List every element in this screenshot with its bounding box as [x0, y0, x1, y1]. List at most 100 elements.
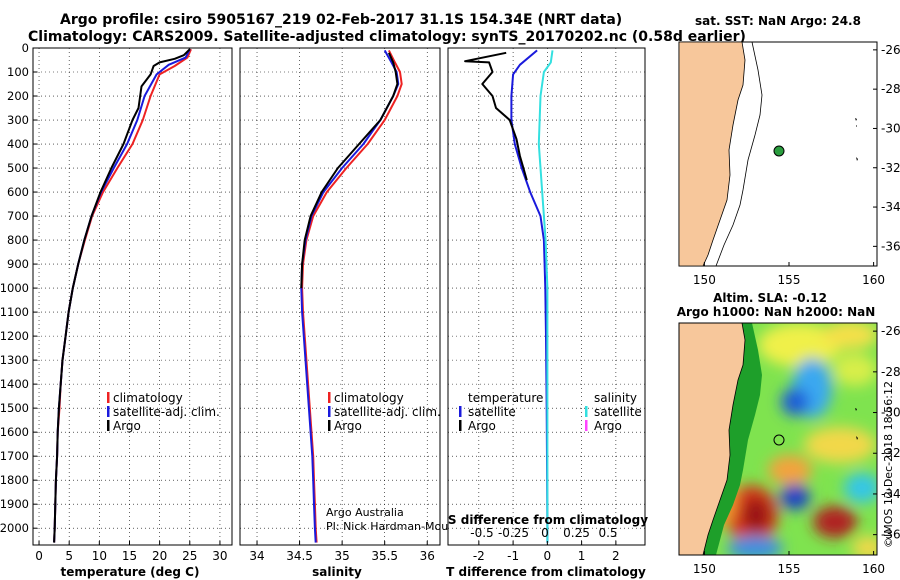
salinity-panel: 34 34.5 35 35.5 36 salinity climatology sate…	[239, 47, 481, 579]
legend-swatch-argo	[328, 420, 331, 431]
map-y-tick-label: -34	[881, 487, 900, 501]
y-tick-label: 500	[7, 161, 29, 175]
legend-title-temperature: temperature	[468, 391, 543, 405]
legend-swatch-s-satellite	[585, 406, 588, 417]
difference-gridlines	[448, 47, 645, 545]
salinity-axis-label: salinity	[312, 565, 362, 579]
map-x-tick-label: 155	[778, 273, 801, 287]
map-x-tick-label: 160	[862, 562, 885, 576]
legend-title-salinity: salinity	[594, 391, 637, 405]
top-tick-label: 0.5	[598, 526, 617, 540]
legend-swatch-climatology	[107, 392, 110, 403]
map-x-tick-label: 150	[693, 562, 716, 576]
sla-blob	[813, 506, 857, 538]
map-y-tick-label: -34	[881, 200, 900, 214]
legend-swatch-argo	[107, 420, 110, 431]
map-y-tick-label: -32	[881, 446, 900, 460]
temperature-panel: 0 5 10 15 20 25 30 0 100 200 300 400 500 600 700 800 90…	[0, 41, 233, 579]
x-tick-label: 15	[122, 549, 137, 563]
sla-blob	[727, 536, 783, 555]
y-tick-label: 1200	[0, 329, 29, 343]
y-tick-label: 200	[7, 89, 29, 103]
x-tick-label: 0	[35, 549, 43, 563]
legend-swatch-climatology	[328, 392, 331, 403]
sla-blob	[822, 323, 877, 349]
sst-map-isobath	[715, 41, 763, 267]
legend-label-argo: Argo	[113, 419, 141, 433]
salinity-difference-ticks: -0.5 -0.25 0 0.25 0.5	[470, 526, 617, 540]
sst-map: sat. SST: NaN Argo: 24.8 150 155 160 -26 -28…	[678, 14, 900, 287]
top-tick-label: -0.25	[498, 526, 529, 540]
x-tick-label: 35	[334, 549, 349, 563]
temperature-legend: climatology satellite-adj. clim. Argo	[107, 391, 220, 433]
sst-map-ticks: 150 155 160 -26 -28 -30 -32 -34 -36	[693, 43, 900, 287]
sla-blob	[758, 323, 842, 367]
sla-blob	[833, 354, 877, 386]
y-tick-label: 1300	[0, 353, 29, 367]
legend-label-satellite: satellite-adj. clim.	[113, 405, 220, 419]
depth-axis-ticks: 0 100 200 300 400 500 600 700 800 900 1000 1100 1200…	[0, 41, 37, 535]
y-tick-label: 300	[7, 113, 29, 127]
y-tick-label: 800	[7, 233, 29, 247]
difference-x-ticks: -2 -1 0 1 2	[473, 541, 620, 563]
sst-map-title: sat. SST: NaN Argo: 24.8	[695, 14, 861, 28]
top-tick-label: 0	[541, 526, 549, 540]
difference-legend-salinity: salinity satellite Argo	[585, 391, 642, 433]
x-tick-label: 10	[92, 549, 107, 563]
map-x-tick-label: 150	[693, 273, 716, 287]
temperature-x-ticks: 0 5 10 15 20 25 30	[35, 541, 228, 563]
map-y-tick-label: -32	[881, 161, 900, 175]
difference-axis-label: T difference from climatology	[446, 565, 646, 579]
x-tick-label: 5	[65, 549, 73, 563]
y-tick-label: 1900	[0, 497, 29, 511]
sst-map-island	[856, 125, 857, 127]
difference-series	[464, 49, 554, 543]
temperature-gridlines	[33, 47, 232, 545]
y-tick-label: 2000	[0, 521, 29, 535]
salinity-series	[300, 49, 403, 543]
y-tick-label: 400	[7, 137, 29, 151]
sla-blob	[844, 473, 877, 503]
difference-legend-temperature: temperature satellite Argo	[459, 391, 543, 433]
sst-map-island	[855, 118, 857, 121]
difference-panel: -2 -1 0 1 2 -0.5 -0.25 0 0.25 0.5 S difference f…	[446, 47, 648, 579]
temperature-series	[53, 48, 192, 543]
series-line-argo	[300, 52, 399, 289]
top-tick-label: 0.25	[563, 526, 590, 540]
legend-label-t-argo: Argo	[468, 419, 496, 433]
map-y-tick-label: -28	[881, 82, 900, 96]
x-tick-label: -2	[473, 549, 485, 563]
map-x-tick-label: 160	[862, 273, 885, 287]
legend-label-climatology: climatology	[113, 391, 183, 405]
legend-swatch-t-satellite	[459, 406, 462, 417]
x-tick-label: 34.5	[286, 549, 313, 563]
y-tick-label: 700	[7, 209, 29, 223]
sla-blob	[781, 388, 809, 416]
map-y-tick-label: -36	[881, 239, 900, 253]
sla-blob	[780, 484, 810, 510]
sla-map-frame	[678, 322, 878, 556]
legend-label-s-satellite: satellite	[594, 405, 642, 419]
salinity-gridlines	[240, 47, 440, 545]
salinity-axes-frame	[239, 47, 441, 546]
top-tick-label: -0.5	[470, 526, 493, 540]
sla-map-field	[679, 323, 877, 555]
x-tick-label: 1	[578, 549, 586, 563]
map-y-tick-label: -26	[881, 43, 900, 57]
legend-label-s-argo: Argo	[594, 419, 622, 433]
sla-map-title-line2: Argo h1000: NaN h2000: NaN	[677, 305, 876, 319]
x-tick-label: 20	[152, 549, 167, 563]
map-y-tick-label: -26	[881, 324, 900, 338]
x-tick-label: 34	[249, 549, 264, 563]
x-tick-label: 0	[544, 549, 552, 563]
y-tick-label: 100	[7, 65, 29, 79]
x-tick-label: 35.5	[371, 549, 398, 563]
y-tick-label: 1100	[0, 305, 29, 319]
sla-map-land	[679, 323, 746, 555]
salinity-x-ticks: 34 34.5 35 35.5 36	[249, 541, 435, 563]
y-tick-label: 1400	[0, 377, 29, 391]
map-y-tick-label: -30	[881, 121, 900, 135]
map-x-tick-label: 155	[778, 562, 801, 576]
sla-map-ticks: 150 155 160 -26 -28 -30 -32 -34 -36	[693, 324, 900, 576]
legend-label-satellite: satellite-adj. clim.	[334, 405, 441, 419]
